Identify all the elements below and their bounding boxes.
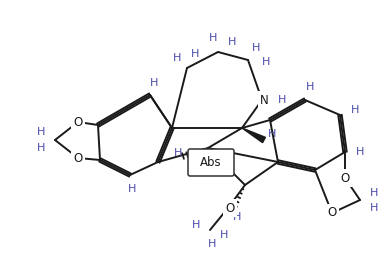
Text: N: N — [260, 93, 268, 107]
Text: O: O — [340, 172, 350, 184]
Text: O: O — [327, 207, 337, 219]
Text: H: H — [37, 127, 45, 137]
Text: H: H — [220, 230, 228, 240]
Text: O: O — [74, 116, 83, 129]
Text: H: H — [351, 105, 359, 115]
Text: Abs: Abs — [200, 156, 222, 170]
Polygon shape — [242, 128, 265, 143]
Text: H: H — [191, 49, 199, 59]
Text: H: H — [228, 37, 236, 47]
Text: H: H — [209, 33, 217, 43]
Text: H: H — [268, 129, 276, 139]
Text: H: H — [356, 147, 364, 157]
Text: H: H — [208, 239, 216, 249]
Text: H: H — [278, 95, 286, 105]
Text: H: H — [252, 43, 260, 53]
Text: H: H — [174, 148, 182, 158]
Text: H: H — [192, 220, 200, 230]
Text: O: O — [74, 152, 83, 164]
Text: H: H — [173, 53, 181, 63]
Text: O: O — [225, 201, 235, 215]
Text: H: H — [306, 82, 314, 92]
FancyBboxPatch shape — [188, 149, 234, 176]
Text: H: H — [150, 78, 158, 88]
Text: H: H — [370, 203, 378, 213]
Text: H: H — [233, 212, 241, 222]
Text: H: H — [128, 184, 136, 194]
Text: H: H — [37, 143, 45, 153]
Text: H: H — [262, 57, 270, 67]
Text: H: H — [370, 188, 378, 198]
